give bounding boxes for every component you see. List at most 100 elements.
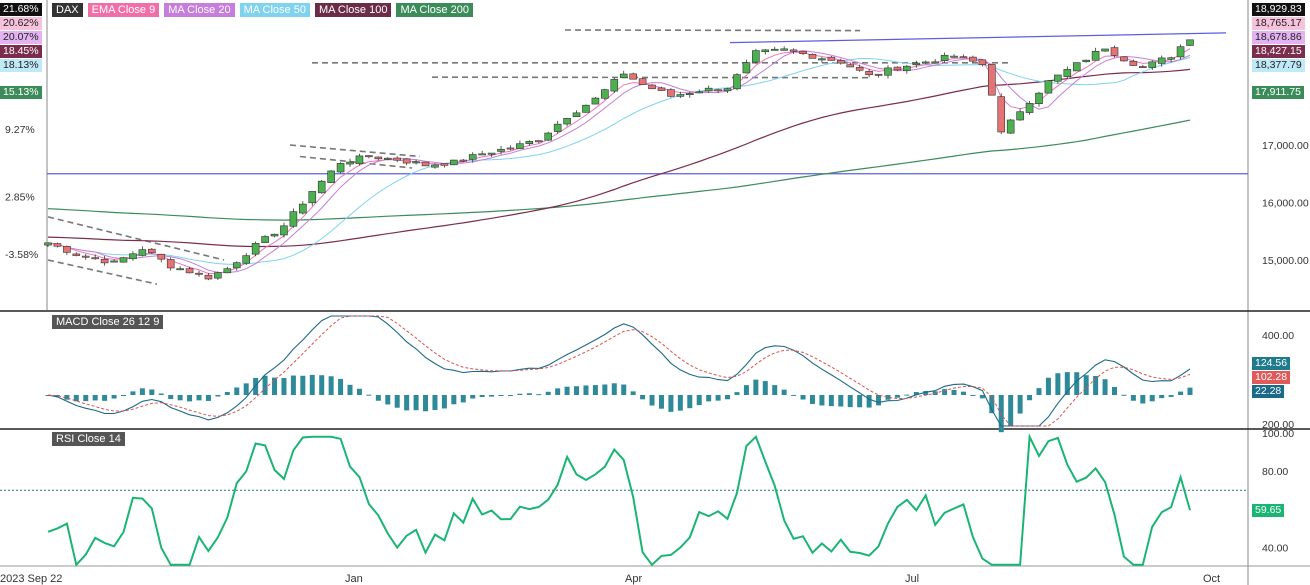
macd-histogram-bar [876, 395, 882, 406]
rsi-tick-label: 100.00 [1262, 428, 1294, 440]
macd-histogram-bar [404, 395, 410, 411]
macd-histogram-bar [243, 383, 249, 395]
candle-up [950, 55, 958, 58]
macd-histogram-bar [470, 395, 476, 399]
macd-histogram-bar [630, 391, 636, 395]
macd-histogram-bar [1140, 395, 1146, 404]
candle-down [185, 268, 194, 274]
x-tick-label: 2023 Sep 22 [0, 573, 62, 585]
candle-up [1176, 46, 1185, 58]
candle-up [516, 143, 524, 149]
macd-histogram-bar [149, 389, 155, 395]
percent-tick-label: 2.85% [5, 192, 35, 204]
macd-histogram-bar [451, 395, 457, 405]
candle-up [723, 88, 732, 92]
candle-up [695, 91, 704, 94]
candle-up [1044, 80, 1053, 94]
macd-histogram-bar [536, 394, 542, 396]
ma200-line [47, 119, 1191, 221]
right-value-tag: 18,765.17 [1252, 17, 1305, 30]
candle-down [893, 66, 902, 71]
candle-down [874, 73, 883, 76]
candle-down [629, 73, 637, 80]
candle-up [317, 180, 326, 194]
macd-histogram-bar [54, 395, 60, 397]
macd-histogram-bar [866, 395, 872, 408]
macd-histogram-bar [102, 395, 108, 401]
macd-histogram-bar [121, 395, 127, 396]
macd-histogram-bar [272, 377, 278, 395]
candle-down [1120, 56, 1128, 62]
legend-item: MA Close 100 [314, 3, 392, 17]
candle-up [1167, 57, 1175, 60]
macd-histogram-bar [677, 395, 683, 411]
legend-item: EMA Close 9 [87, 3, 160, 17]
x-tick-label: Oct [1203, 573, 1220, 585]
macd-signal-line [47, 315, 1191, 427]
candle-up [676, 94, 685, 97]
macd-histogram-bar [960, 391, 966, 395]
macd-histogram-bar [791, 394, 797, 396]
candle-up [223, 268, 232, 274]
candle-down [393, 157, 402, 161]
macd-histogram-bar [828, 395, 834, 407]
candle-up [327, 170, 335, 183]
macd-histogram-bar [489, 395, 495, 397]
macd-histogram-bar [687, 395, 693, 409]
macd-histogram-bar [290, 375, 296, 395]
candle-up [619, 73, 628, 79]
candle-down [204, 274, 213, 280]
rsi-value-tag: 59.65 [1252, 504, 1285, 518]
candle-up [355, 155, 364, 164]
candle-up [1082, 59, 1090, 63]
candle-down [91, 257, 99, 260]
candle-up [289, 211, 298, 227]
macd-histogram-bar [904, 394, 910, 396]
candle-up [497, 148, 505, 152]
macd-histogram-bar [1074, 372, 1080, 395]
candle-down [959, 56, 968, 59]
macd-histogram-bar [234, 387, 240, 395]
macd-histogram-bar [215, 395, 221, 397]
candle-up [601, 89, 609, 99]
candle-up [1186, 39, 1194, 46]
macd-histogram-bar [725, 395, 731, 400]
candle-down [657, 87, 666, 91]
macd-histogram-bar [1036, 388, 1042, 395]
macd-histogram-bar [1111, 386, 1117, 395]
macd-histogram-bar [1008, 395, 1014, 427]
candle-down [846, 64, 855, 68]
legend-item: MA Close 20 [164, 3, 235, 17]
candle-down [638, 78, 647, 85]
candle-up [884, 67, 892, 76]
macd-histogram-bar [1187, 387, 1193, 395]
macd-histogram-bar [942, 389, 948, 395]
right-value-tag: 17,911.75 [1252, 86, 1304, 99]
macd-histogram-bar [158, 393, 164, 395]
candle-up [591, 97, 600, 105]
candle-up [1006, 119, 1015, 134]
candle-up [299, 203, 307, 214]
macd-histogram-bar [300, 375, 306, 395]
macd-histogram-bar [913, 392, 919, 395]
candle-up [770, 48, 779, 51]
macd-histogram-bar [1149, 395, 1155, 402]
macd-histogram-bar [800, 395, 806, 400]
macd-histogram-bar [479, 395, 485, 398]
candle-up [478, 153, 486, 156]
candle-up [431, 164, 439, 168]
macd-histogram-bar [1045, 377, 1051, 395]
macd-histogram-bar [923, 390, 929, 395]
candle-up [818, 58, 826, 61]
candle-down [534, 140, 543, 143]
ma100-line [47, 68, 1191, 248]
candle-up [1091, 50, 1100, 61]
candle-up [572, 112, 581, 117]
candle-up [487, 152, 496, 155]
candle-up [1063, 69, 1072, 77]
candle-up [251, 243, 260, 255]
candle-down [969, 56, 977, 62]
rsi-tick-label: 80.00 [1262, 466, 1288, 478]
candle-up [553, 123, 562, 132]
